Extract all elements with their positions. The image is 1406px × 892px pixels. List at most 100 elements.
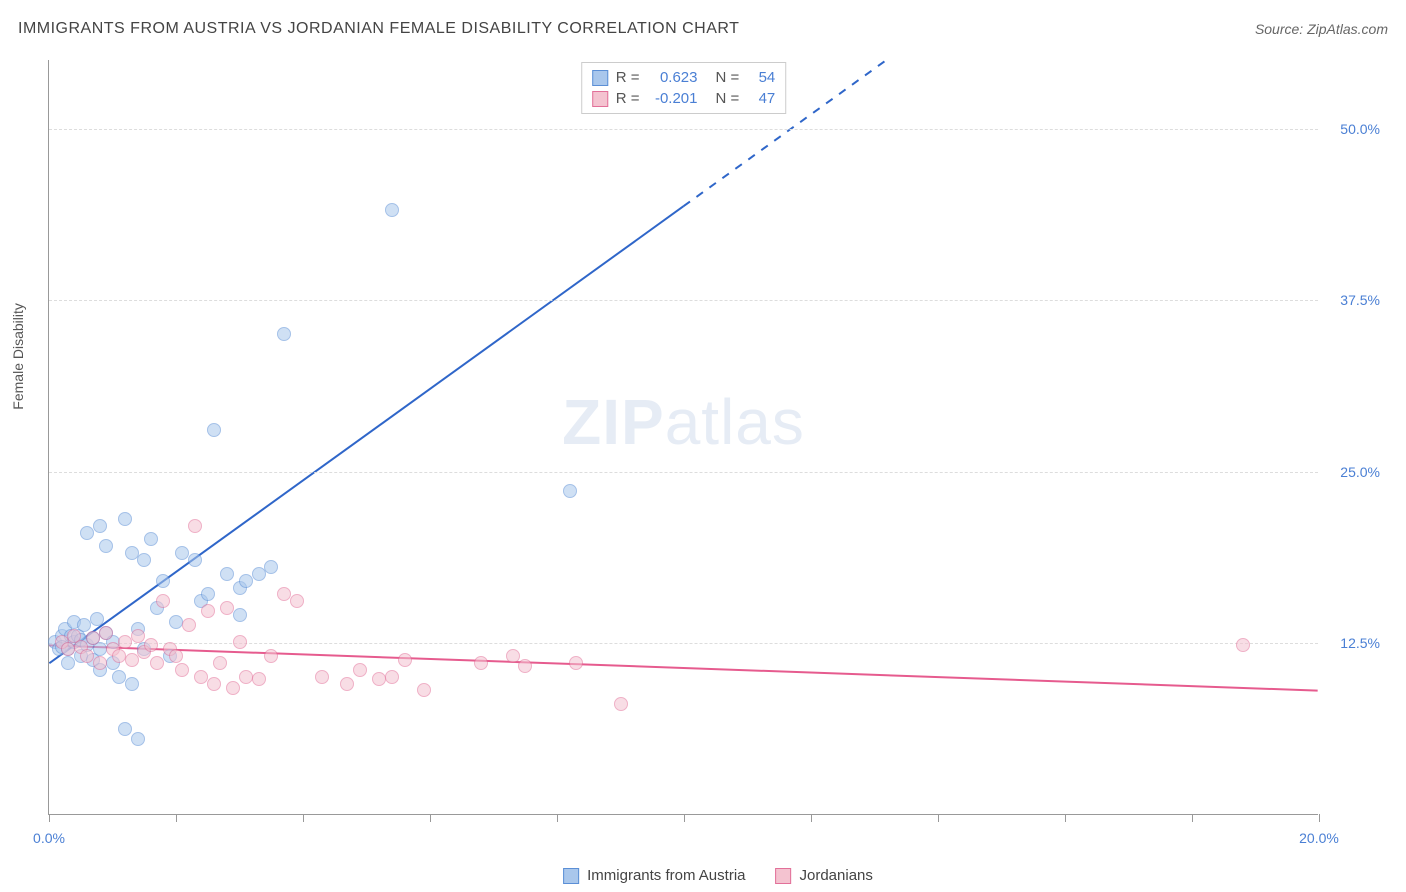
- data-point: [233, 608, 247, 622]
- data-point: [207, 423, 221, 437]
- n-label: N =: [716, 69, 740, 86]
- x-tick: [49, 814, 50, 822]
- trend-line-solid: [49, 645, 1317, 690]
- x-tick: [430, 814, 431, 822]
- r-value: -0.201: [648, 90, 698, 107]
- chart-container: Female Disability ZIPatlas R =0.623N =54…: [48, 60, 1388, 850]
- data-point: [385, 203, 399, 217]
- data-point: [175, 663, 189, 677]
- x-tick: [303, 814, 304, 822]
- data-point: [277, 327, 291, 341]
- data-point: [220, 567, 234, 581]
- data-point: [61, 656, 75, 670]
- grid-line: [49, 472, 1318, 473]
- watermark-zip: ZIP: [562, 386, 665, 458]
- data-point: [252, 672, 266, 686]
- x-tick: [1192, 814, 1193, 822]
- data-point: [131, 629, 145, 643]
- y-tick-label: 50.0%: [1340, 121, 1380, 137]
- data-point: [340, 677, 354, 691]
- data-point: [264, 649, 278, 663]
- data-point: [290, 594, 304, 608]
- data-point: [144, 638, 158, 652]
- data-point: [233, 635, 247, 649]
- data-point: [144, 532, 158, 546]
- x-tick: [1065, 814, 1066, 822]
- data-point: [131, 732, 145, 746]
- plot-area: ZIPatlas R =0.623N =54R =-0.201N =47 12.…: [48, 60, 1318, 815]
- trend-line-solid: [49, 206, 683, 663]
- legend-label: Immigrants from Austria: [587, 867, 745, 884]
- data-point: [569, 656, 583, 670]
- data-point: [90, 612, 104, 626]
- data-point: [156, 594, 170, 608]
- data-point: [315, 670, 329, 684]
- data-point: [506, 649, 520, 663]
- x-tick-label: 20.0%: [1299, 830, 1339, 846]
- chart-title: IMMIGRANTS FROM AUSTRIA VS JORDANIAN FEM…: [18, 20, 739, 38]
- stats-box: R =0.623N =54R =-0.201N =47: [581, 62, 787, 114]
- data-point: [118, 512, 132, 526]
- data-point: [99, 539, 113, 553]
- y-tick-label: 25.0%: [1340, 464, 1380, 480]
- n-value: 47: [747, 90, 775, 107]
- data-point: [169, 649, 183, 663]
- data-point: [125, 677, 139, 691]
- x-tick: [557, 814, 558, 822]
- data-point: [118, 722, 132, 736]
- chart-header: IMMIGRANTS FROM AUSTRIA VS JORDANIAN FEM…: [18, 20, 1388, 38]
- n-label: N =: [716, 90, 740, 107]
- data-point: [385, 670, 399, 684]
- watermark-atlas: atlas: [665, 386, 805, 458]
- y-tick-label: 12.5%: [1340, 635, 1380, 651]
- x-tick: [938, 814, 939, 822]
- data-point: [239, 670, 253, 684]
- data-point: [474, 656, 488, 670]
- data-point: [188, 553, 202, 567]
- grid-line: [49, 129, 1318, 130]
- data-point: [80, 526, 94, 540]
- data-point: [226, 681, 240, 695]
- data-point: [188, 519, 202, 533]
- data-point: [93, 519, 107, 533]
- trend-lines: [49, 60, 1318, 814]
- data-point: [1236, 638, 1250, 652]
- data-point: [156, 574, 170, 588]
- x-tick-label: 0.0%: [33, 830, 65, 846]
- data-point: [150, 656, 164, 670]
- data-point: [239, 574, 253, 588]
- watermark: ZIPatlas: [562, 385, 805, 459]
- bottom-legend: Immigrants from Austria Jordanians: [563, 867, 873, 884]
- x-tick: [176, 814, 177, 822]
- data-point: [182, 618, 196, 632]
- x-tick: [811, 814, 812, 822]
- legend-item: Jordanians: [775, 867, 872, 884]
- data-point: [398, 653, 412, 667]
- data-point: [201, 604, 215, 618]
- r-label: R =: [616, 90, 640, 107]
- legend-label: Jordanians: [799, 867, 872, 884]
- data-point: [137, 553, 151, 567]
- stats-row: R = -0.201 N = 47: [592, 88, 776, 109]
- legend-swatch: [592, 91, 608, 107]
- r-label: R =: [616, 69, 640, 86]
- stats-row: R =0.623N =54: [592, 67, 776, 88]
- data-point: [169, 615, 183, 629]
- data-point: [563, 484, 577, 498]
- x-tick: [1319, 814, 1320, 822]
- data-point: [201, 587, 215, 601]
- data-point: [264, 560, 278, 574]
- legend-swatch: [775, 868, 791, 884]
- n-value: 54: [747, 69, 775, 86]
- data-point: [417, 683, 431, 697]
- legend-swatch: [592, 70, 608, 86]
- data-point: [207, 677, 221, 691]
- legend-swatch: [563, 868, 579, 884]
- data-point: [252, 567, 266, 581]
- data-point: [220, 601, 234, 615]
- data-point: [518, 659, 532, 673]
- data-point: [118, 635, 132, 649]
- legend-item: Immigrants from Austria: [563, 867, 745, 884]
- grid-line: [49, 300, 1318, 301]
- data-point: [99, 626, 113, 640]
